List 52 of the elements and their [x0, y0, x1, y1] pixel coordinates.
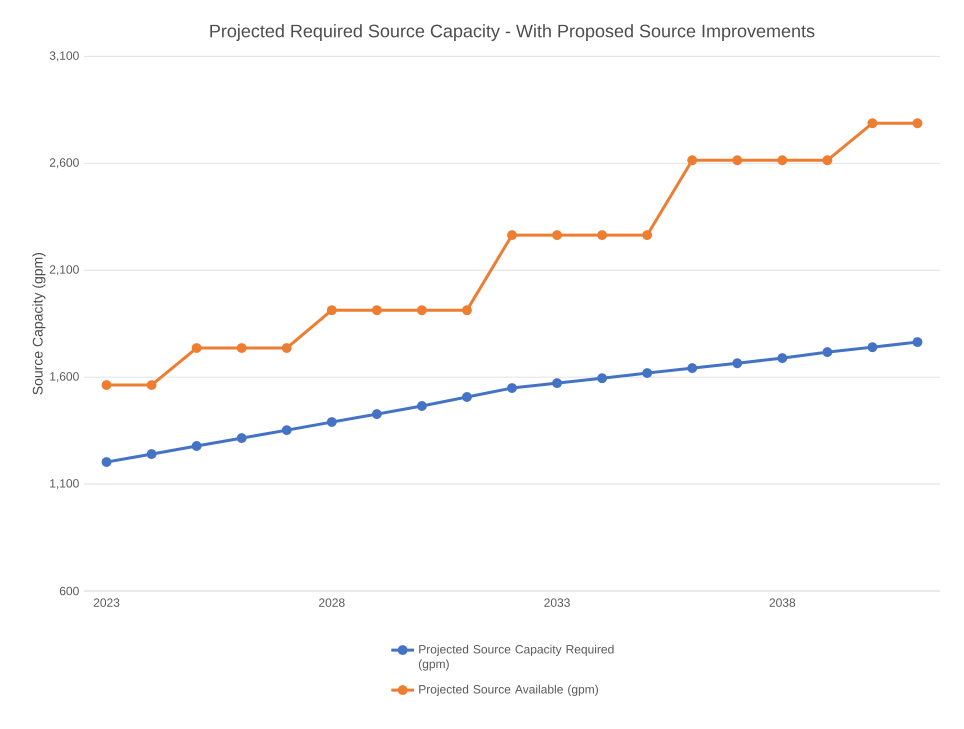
point [372, 409, 382, 420]
x-tick-label: 2033 [544, 598, 570, 607]
chart-title: Projected Required Source Capacity - With Proposed Source Improvements [210, 24, 814, 41]
point [912, 118, 922, 128]
x-tick-label: 2023 [94, 598, 120, 607]
point [642, 368, 652, 378]
point [507, 383, 517, 394]
y-tick-label: 2,600 [50, 158, 79, 168]
point [372, 305, 382, 316]
point [416, 305, 427, 316]
point [777, 353, 788, 364]
point [597, 373, 608, 384]
y-tick-label: 600 [60, 586, 79, 596]
point [777, 155, 788, 166]
point [867, 342, 878, 352]
legend-label: Projected Source Capacity Required (gpm) [418, 644, 614, 671]
point [282, 343, 292, 354]
point [552, 230, 562, 240]
point [732, 358, 742, 368]
point [552, 378, 562, 388]
legend-label: Projected Source Available (gpm) [419, 684, 598, 696]
point [642, 230, 652, 240]
point [912, 337, 922, 348]
point [326, 305, 337, 316]
point [597, 230, 608, 240]
point [146, 380, 157, 390]
y-tick-label: 3,100 [50, 51, 79, 62]
point [867, 118, 878, 128]
point [462, 392, 472, 402]
point [507, 230, 517, 240]
point [192, 441, 202, 451]
point [416, 401, 427, 411]
point [687, 155, 698, 166]
point [326, 417, 337, 428]
point [102, 457, 112, 468]
point [462, 305, 472, 316]
point [102, 380, 112, 390]
y-axis-title: Source Capacity (gpm) [32, 252, 46, 395]
y-tick-label: 2,100 [50, 265, 79, 276]
point [732, 155, 742, 166]
point [192, 343, 202, 354]
point [822, 155, 832, 166]
y-tick-label: 1,100 [50, 479, 79, 490]
x-tick-label: 2028 [319, 598, 345, 607]
y-tick-label: 1,600 [50, 372, 79, 382]
point [822, 347, 832, 358]
x-tick-label: 2038 [770, 598, 796, 607]
point [146, 449, 157, 460]
point [236, 343, 247, 354]
point [236, 433, 247, 444]
point [282, 425, 292, 436]
point [687, 363, 698, 374]
